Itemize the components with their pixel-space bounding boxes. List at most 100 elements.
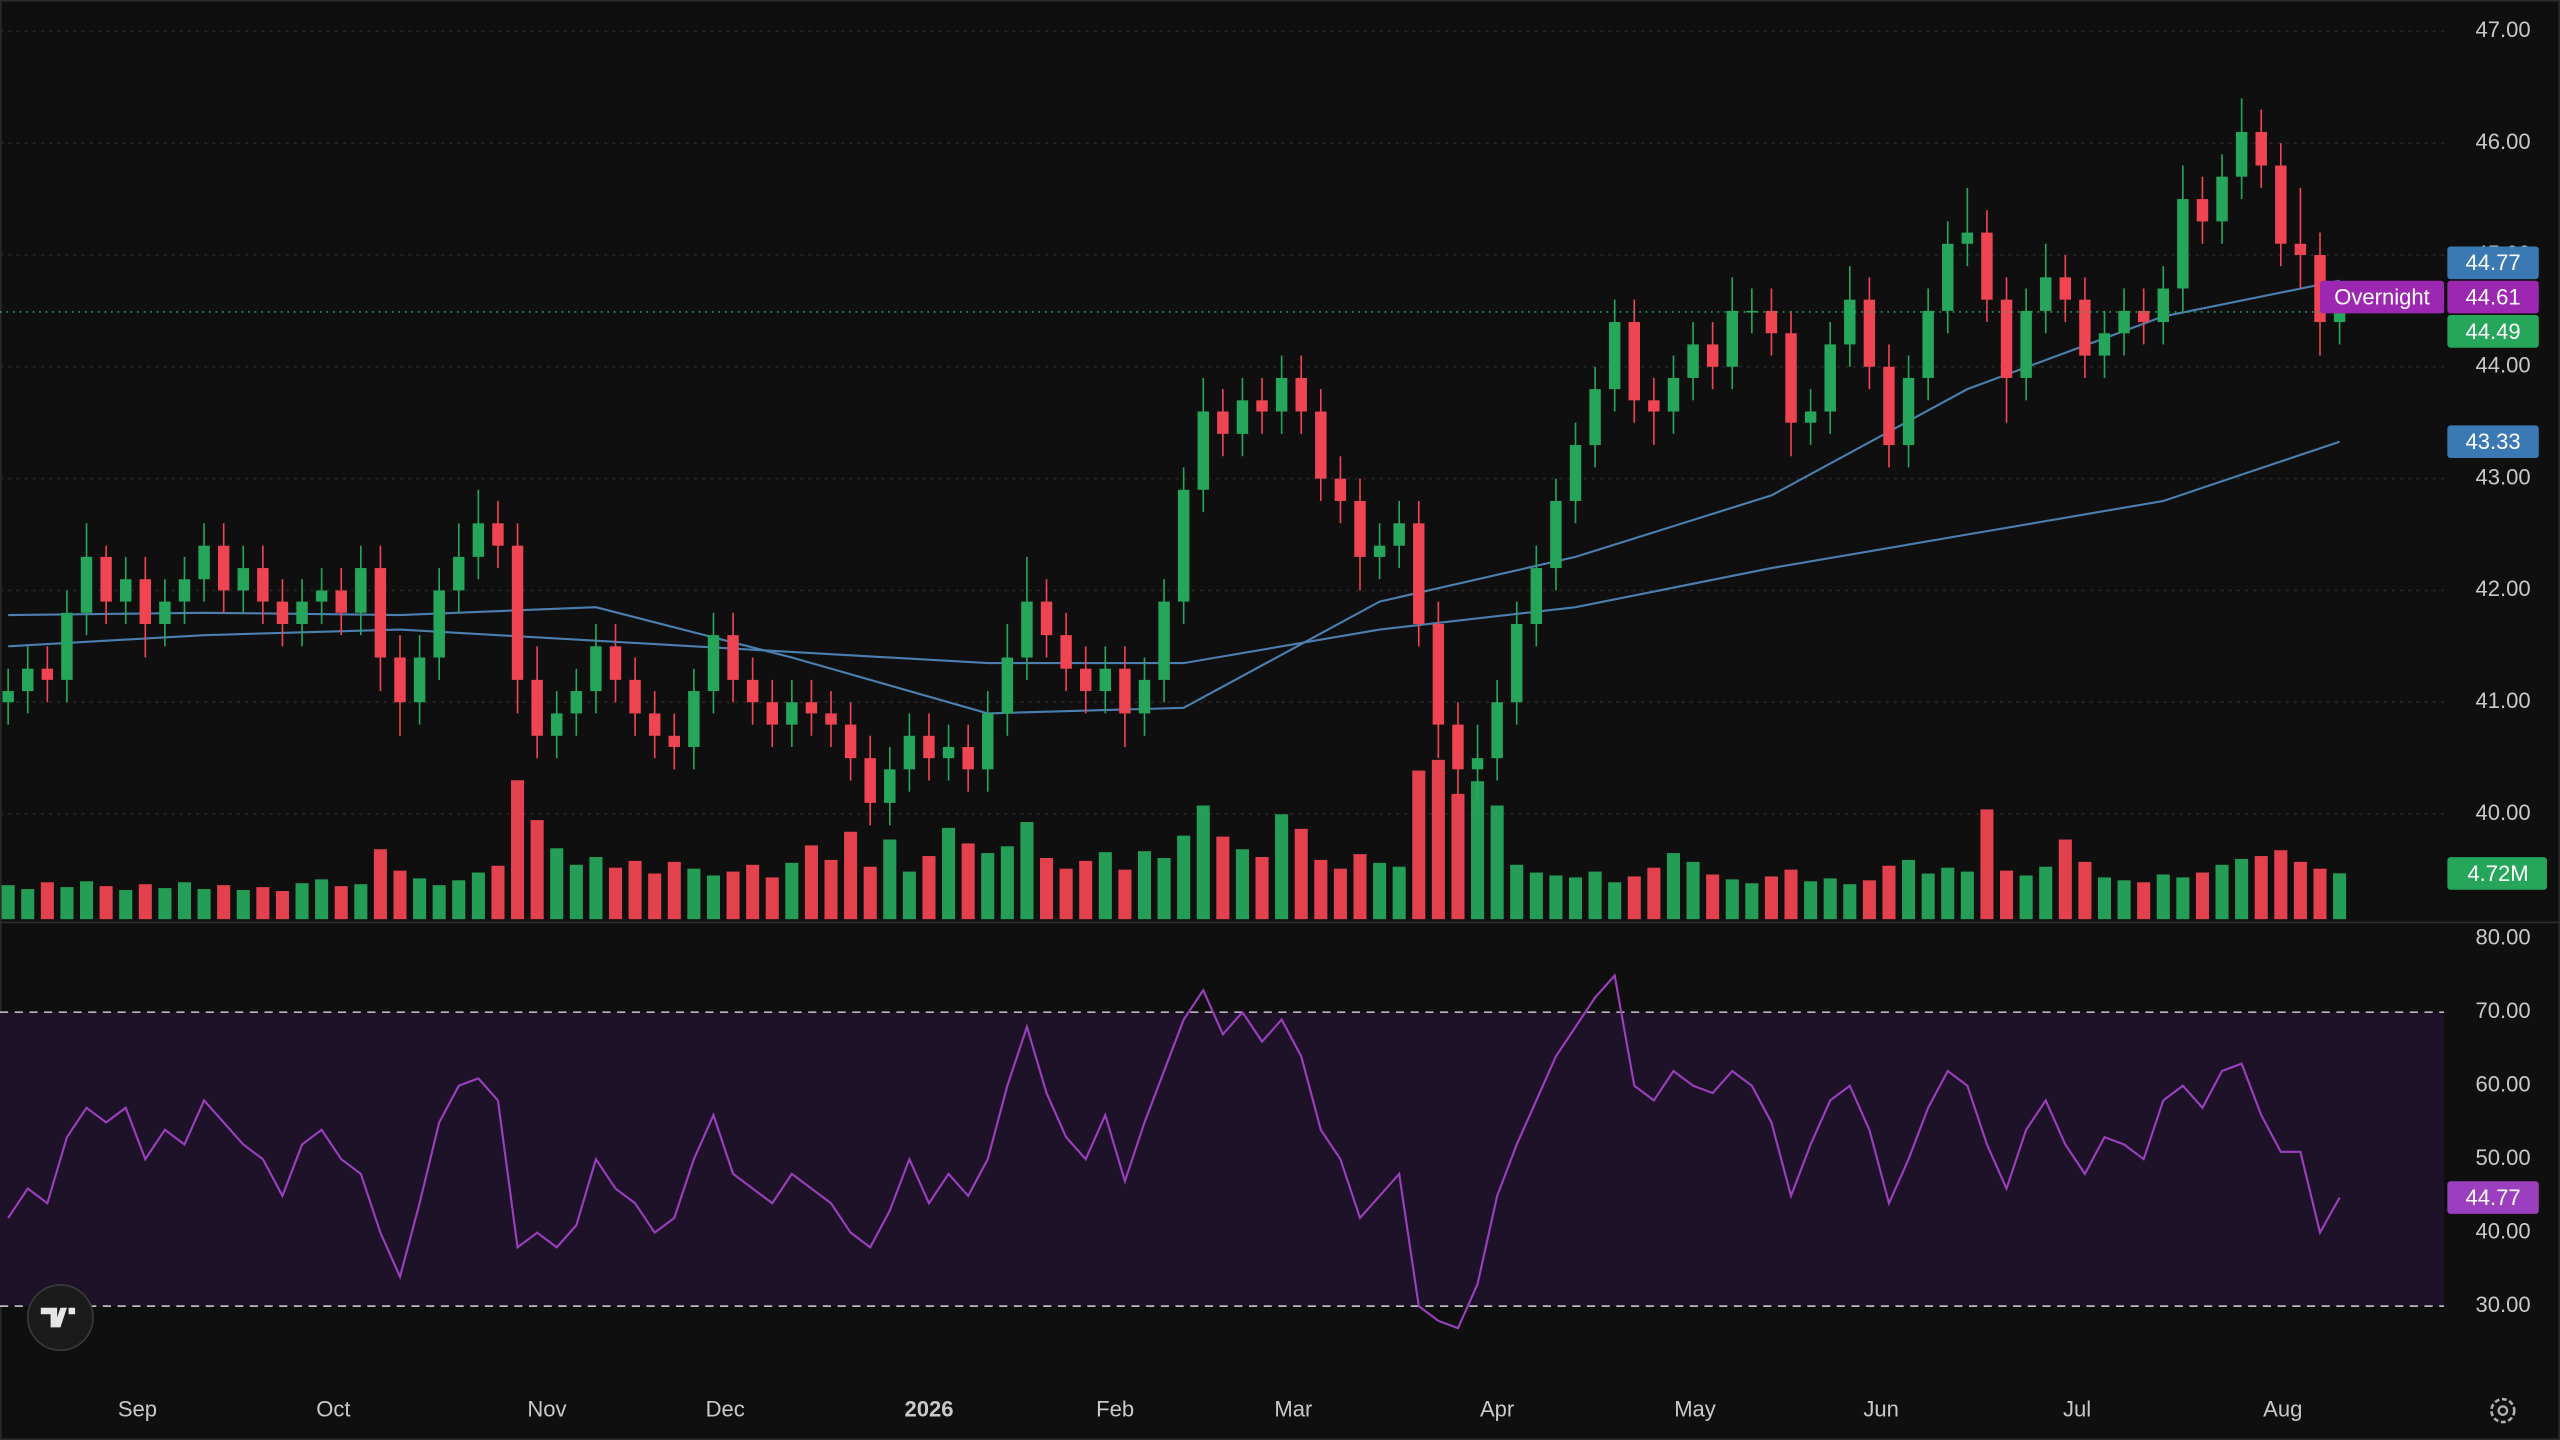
volume-bar xyxy=(1862,880,1876,920)
y-tick-label: 44.00 xyxy=(2475,353,2530,378)
candle-body xyxy=(1589,389,1601,446)
y-tick-label: 70.00 xyxy=(2475,998,2530,1023)
candle-body xyxy=(1471,758,1484,770)
candle-body xyxy=(1080,668,1092,692)
volume-bar xyxy=(1823,878,1837,920)
volume-bar xyxy=(2058,839,2072,920)
candle-body xyxy=(668,735,680,747)
candle-body xyxy=(1765,310,1778,334)
candle-body xyxy=(374,568,387,658)
volume-bar xyxy=(804,845,818,920)
volume-bar xyxy=(1451,793,1465,920)
candle-body xyxy=(2000,299,2013,378)
candle-body xyxy=(1726,310,1738,367)
candle-body xyxy=(1177,489,1190,602)
volume-bar xyxy=(177,882,192,920)
volume-bar xyxy=(687,868,701,920)
candle-body xyxy=(1667,377,1680,412)
volume-bar xyxy=(2313,868,2327,920)
x-tick-label: 2026 xyxy=(904,1396,953,1421)
candle-body xyxy=(1236,400,1249,434)
candle-body xyxy=(1275,377,1288,412)
settings-icon[interactable] xyxy=(2490,1397,2516,1424)
volume-bar xyxy=(2215,864,2229,920)
candle-body xyxy=(433,590,445,658)
volume-bar xyxy=(1020,822,1034,920)
candle-body xyxy=(237,568,249,591)
candle-body xyxy=(2275,165,2287,244)
volume-bar xyxy=(746,864,760,920)
volume-bar xyxy=(1196,805,1210,920)
x-tick-label: May xyxy=(1674,1396,1716,1421)
candle-body xyxy=(2157,288,2169,323)
volume-bar xyxy=(1431,759,1445,920)
price-tag-label: 44.49 xyxy=(2465,319,2520,344)
candle-body xyxy=(766,702,778,725)
price-tag-label: 44.61 xyxy=(2465,285,2520,310)
y-tick-label: 30.00 xyxy=(2475,1292,2530,1317)
candle-body xyxy=(1804,411,1817,423)
x-tick-label: Nov xyxy=(527,1396,566,1421)
candle-body xyxy=(315,590,328,602)
volume-bar xyxy=(608,867,623,920)
volume-bar xyxy=(765,877,779,920)
volume-bar xyxy=(824,859,838,920)
volume-bar xyxy=(40,882,54,920)
candle-body xyxy=(1138,679,1151,714)
y-tick-label: 43.00 xyxy=(2475,464,2530,489)
candle-body xyxy=(531,679,543,736)
candle-body xyxy=(1099,668,1112,692)
y-tick-label: 41.00 xyxy=(2475,688,2530,713)
candle-body xyxy=(1706,344,1719,367)
volume-bar xyxy=(1784,869,1798,920)
volume-bar xyxy=(1902,859,1916,920)
candle-body xyxy=(1040,601,1053,636)
volume-bar xyxy=(1627,876,1641,920)
y-tick-label: 80.00 xyxy=(2475,925,2530,950)
volume-bar xyxy=(1079,860,1093,920)
x-tick-label: Sep xyxy=(118,1396,157,1421)
candle-body xyxy=(1158,601,1170,680)
volume-bar xyxy=(2195,872,2209,920)
volume-bar xyxy=(119,890,133,920)
candle-body xyxy=(1334,478,1347,501)
gear-outer[interactable] xyxy=(2490,1397,2516,1424)
volume-bar xyxy=(2235,858,2249,920)
price-tag-label: 44.77 xyxy=(2465,250,2520,275)
price-tag xyxy=(2447,425,2539,459)
moving-average xyxy=(8,440,2340,665)
candle-body xyxy=(335,590,347,613)
candle-body xyxy=(2059,277,2072,300)
candle-body xyxy=(1413,523,1425,624)
moving-average xyxy=(8,279,2340,715)
price-tag xyxy=(2447,246,2539,280)
candle-body xyxy=(159,601,171,624)
candle-body xyxy=(413,657,426,703)
volume-bar xyxy=(1275,814,1289,920)
volume-bar xyxy=(1706,874,1720,920)
volume-bar xyxy=(1373,862,1387,920)
volume-bar xyxy=(2019,875,2033,920)
volume-bar xyxy=(471,872,485,920)
x-tick-label: Oct xyxy=(316,1396,350,1421)
volume-bar xyxy=(844,831,858,920)
volume-bar xyxy=(1725,879,1739,920)
candle-body xyxy=(786,702,798,725)
volume-bar xyxy=(1000,846,1014,920)
volume-bar xyxy=(158,888,172,920)
candle-body xyxy=(1942,243,1954,311)
volume-bar xyxy=(315,879,329,920)
candle-body xyxy=(1119,668,1131,714)
volume-bar xyxy=(530,820,544,920)
candle-body xyxy=(1001,657,1014,714)
volume-bar xyxy=(354,884,368,920)
logo[interactable] xyxy=(26,1284,94,1352)
volume-bar xyxy=(569,864,583,920)
volume-bar xyxy=(21,889,35,920)
volume-bar xyxy=(60,887,74,920)
candle-body xyxy=(1315,411,1327,479)
candle-body xyxy=(844,724,857,759)
candle-body xyxy=(1491,702,1503,759)
volume-bar xyxy=(1255,857,1269,920)
candle-body xyxy=(746,679,759,703)
